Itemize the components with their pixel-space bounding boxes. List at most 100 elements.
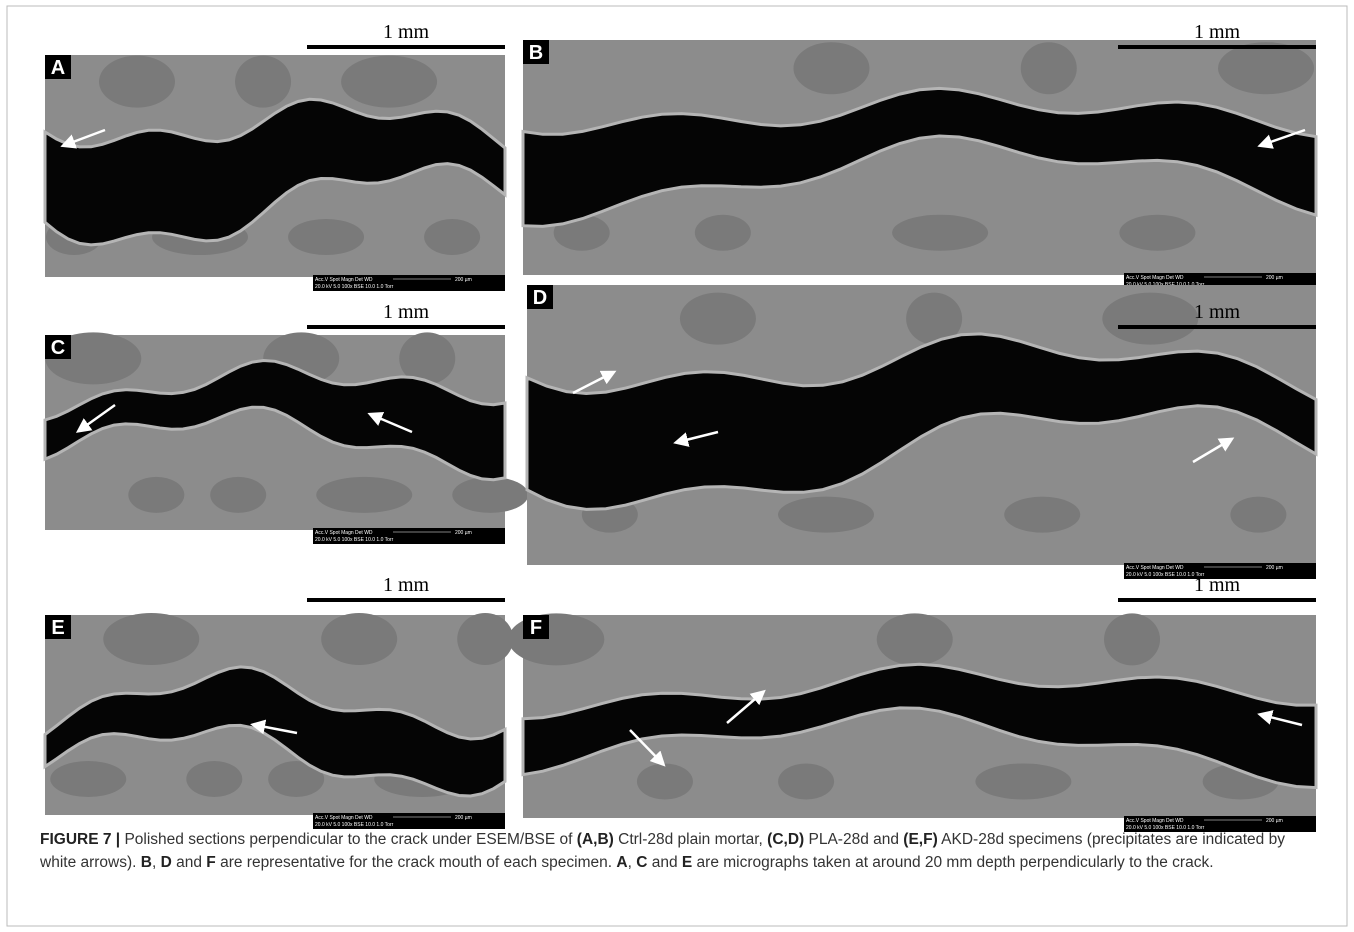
aggregate <box>1119 214 1196 251</box>
aggregate <box>210 476 267 513</box>
micrograph <box>525 285 1318 565</box>
aggregate <box>452 476 529 513</box>
caption-text: and <box>647 854 682 871</box>
caption-text: Polished sections perpendicular to the c… <box>120 831 577 848</box>
aggregate <box>679 292 756 345</box>
scale-label: 1 mm <box>1194 21 1241 43</box>
arrow <box>629 729 666 767</box>
arrow <box>60 128 106 149</box>
caption-text: and <box>171 854 207 871</box>
info-scale-label: 200 µm <box>1266 275 1283 281</box>
panel-label-box <box>527 285 553 309</box>
aggregate <box>1230 496 1287 533</box>
aggregate <box>876 613 953 666</box>
arrow <box>673 430 719 447</box>
info-bottom: 20.0 kV 5.0 100x BSE 10.0 1.0 Torr <box>1126 572 1205 578</box>
scale-label: 1 mm <box>1194 301 1241 323</box>
info-scale-label: 200 µm <box>1266 818 1283 824</box>
caption-bold: (A,B) <box>576 831 614 848</box>
aggregate <box>508 613 605 666</box>
crack <box>521 86 1318 228</box>
crack <box>525 332 1318 511</box>
aggregate <box>906 292 963 345</box>
aggregate <box>1218 42 1315 95</box>
info-bar <box>1124 816 1316 832</box>
caption-text: Ctrl-28d plain mortar, <box>613 831 768 848</box>
arrow <box>1257 128 1306 149</box>
micrograph <box>508 613 1318 818</box>
panel-label-box <box>45 335 71 359</box>
info-bottom: 20.0 kV 5.0 100x BSE 10.0 1.0 Torr <box>315 822 394 828</box>
caption-bold: (E,F) <box>903 831 938 848</box>
caption-bold: A <box>616 854 628 871</box>
aggregate <box>778 763 835 800</box>
aggregate <box>186 761 243 797</box>
aggregate <box>1004 496 1081 533</box>
aggregate <box>341 55 438 108</box>
aggregate <box>694 214 751 251</box>
caption-text: PLA-28d and <box>804 831 904 848</box>
aggregate <box>399 332 456 385</box>
aggregate <box>128 476 185 513</box>
aggregate <box>1020 42 1077 95</box>
info-top: Acc.V Spot Magn Det WD <box>1126 275 1184 281</box>
caption-text: , <box>627 854 637 871</box>
panel-label: D <box>533 287 547 309</box>
arrow <box>1192 437 1235 464</box>
info-top: Acc.V Spot Magn Det WD <box>1126 818 1184 824</box>
info-top: Acc.V Spot Magn Det WD <box>315 815 373 821</box>
crack <box>43 665 507 798</box>
info-top: Acc.V Spot Magn Det WD <box>1126 565 1184 571</box>
caption-bold: (C,D) <box>767 831 805 848</box>
info-bar <box>1124 563 1316 579</box>
aggregate <box>778 496 875 533</box>
aggregate <box>1102 292 1199 345</box>
aggregate <box>793 42 870 95</box>
figure-frame <box>6 5 1348 927</box>
info-bottom: 20.0 kV 5.0 100x BSE 10.0 1.0 Torr <box>1126 825 1205 831</box>
aggregate <box>892 214 989 251</box>
caption-bold: D <box>160 854 172 871</box>
panel-label: A <box>51 57 65 79</box>
scale-label: 1 mm <box>383 574 430 596</box>
crack <box>43 97 507 247</box>
scale-label: 1 mm <box>1194 574 1241 596</box>
panel-label: B <box>529 42 543 64</box>
panel-label-box <box>45 615 71 639</box>
caption-text: AKD-28d specimens (precipitates are indi… <box>40 831 1285 871</box>
micrograph <box>521 40 1318 275</box>
aggregate <box>975 763 1072 800</box>
arrow <box>1257 710 1303 727</box>
info-bottom: 20.0 kV 5.0 100x BSE 10.0 1.0 Torr <box>315 284 394 290</box>
panel-label-box <box>523 40 549 64</box>
panel-label-box <box>523 615 549 639</box>
info-top: Acc.V Spot Magn Det WD <box>315 277 373 283</box>
aggregate <box>99 55 175 108</box>
arrow <box>572 370 617 395</box>
scale-label: 1 mm <box>383 301 430 323</box>
info-bottom: 20.0 kV 5.0 100x BSE 10.0 1.0 Torr <box>315 537 394 543</box>
panel-label-box <box>45 55 71 79</box>
info-top: Acc.V Spot Magn Det WD <box>315 530 373 536</box>
aggregate <box>288 219 365 256</box>
aggregate <box>457 613 514 665</box>
panel-label: E <box>51 617 64 639</box>
arrow <box>726 689 766 724</box>
arrow <box>367 412 413 434</box>
micrograph <box>43 55 507 277</box>
aggregate <box>1104 613 1161 666</box>
crack <box>43 358 507 482</box>
aggregate <box>321 613 398 665</box>
caption-bold: FIGURE 7 | <box>40 831 121 848</box>
caption-text: are micrographs taken at around 20 mm de… <box>692 854 1214 871</box>
caption-bold: C <box>636 854 648 871</box>
info-bar <box>313 813 505 829</box>
panel-label: F <box>530 617 542 639</box>
info-bar <box>313 275 505 291</box>
info-scale-label: 200 µm <box>455 277 472 283</box>
aggregate <box>316 476 413 513</box>
info-bar <box>313 528 505 544</box>
scale-label: 1 mm <box>383 21 430 43</box>
crack <box>521 662 1318 790</box>
